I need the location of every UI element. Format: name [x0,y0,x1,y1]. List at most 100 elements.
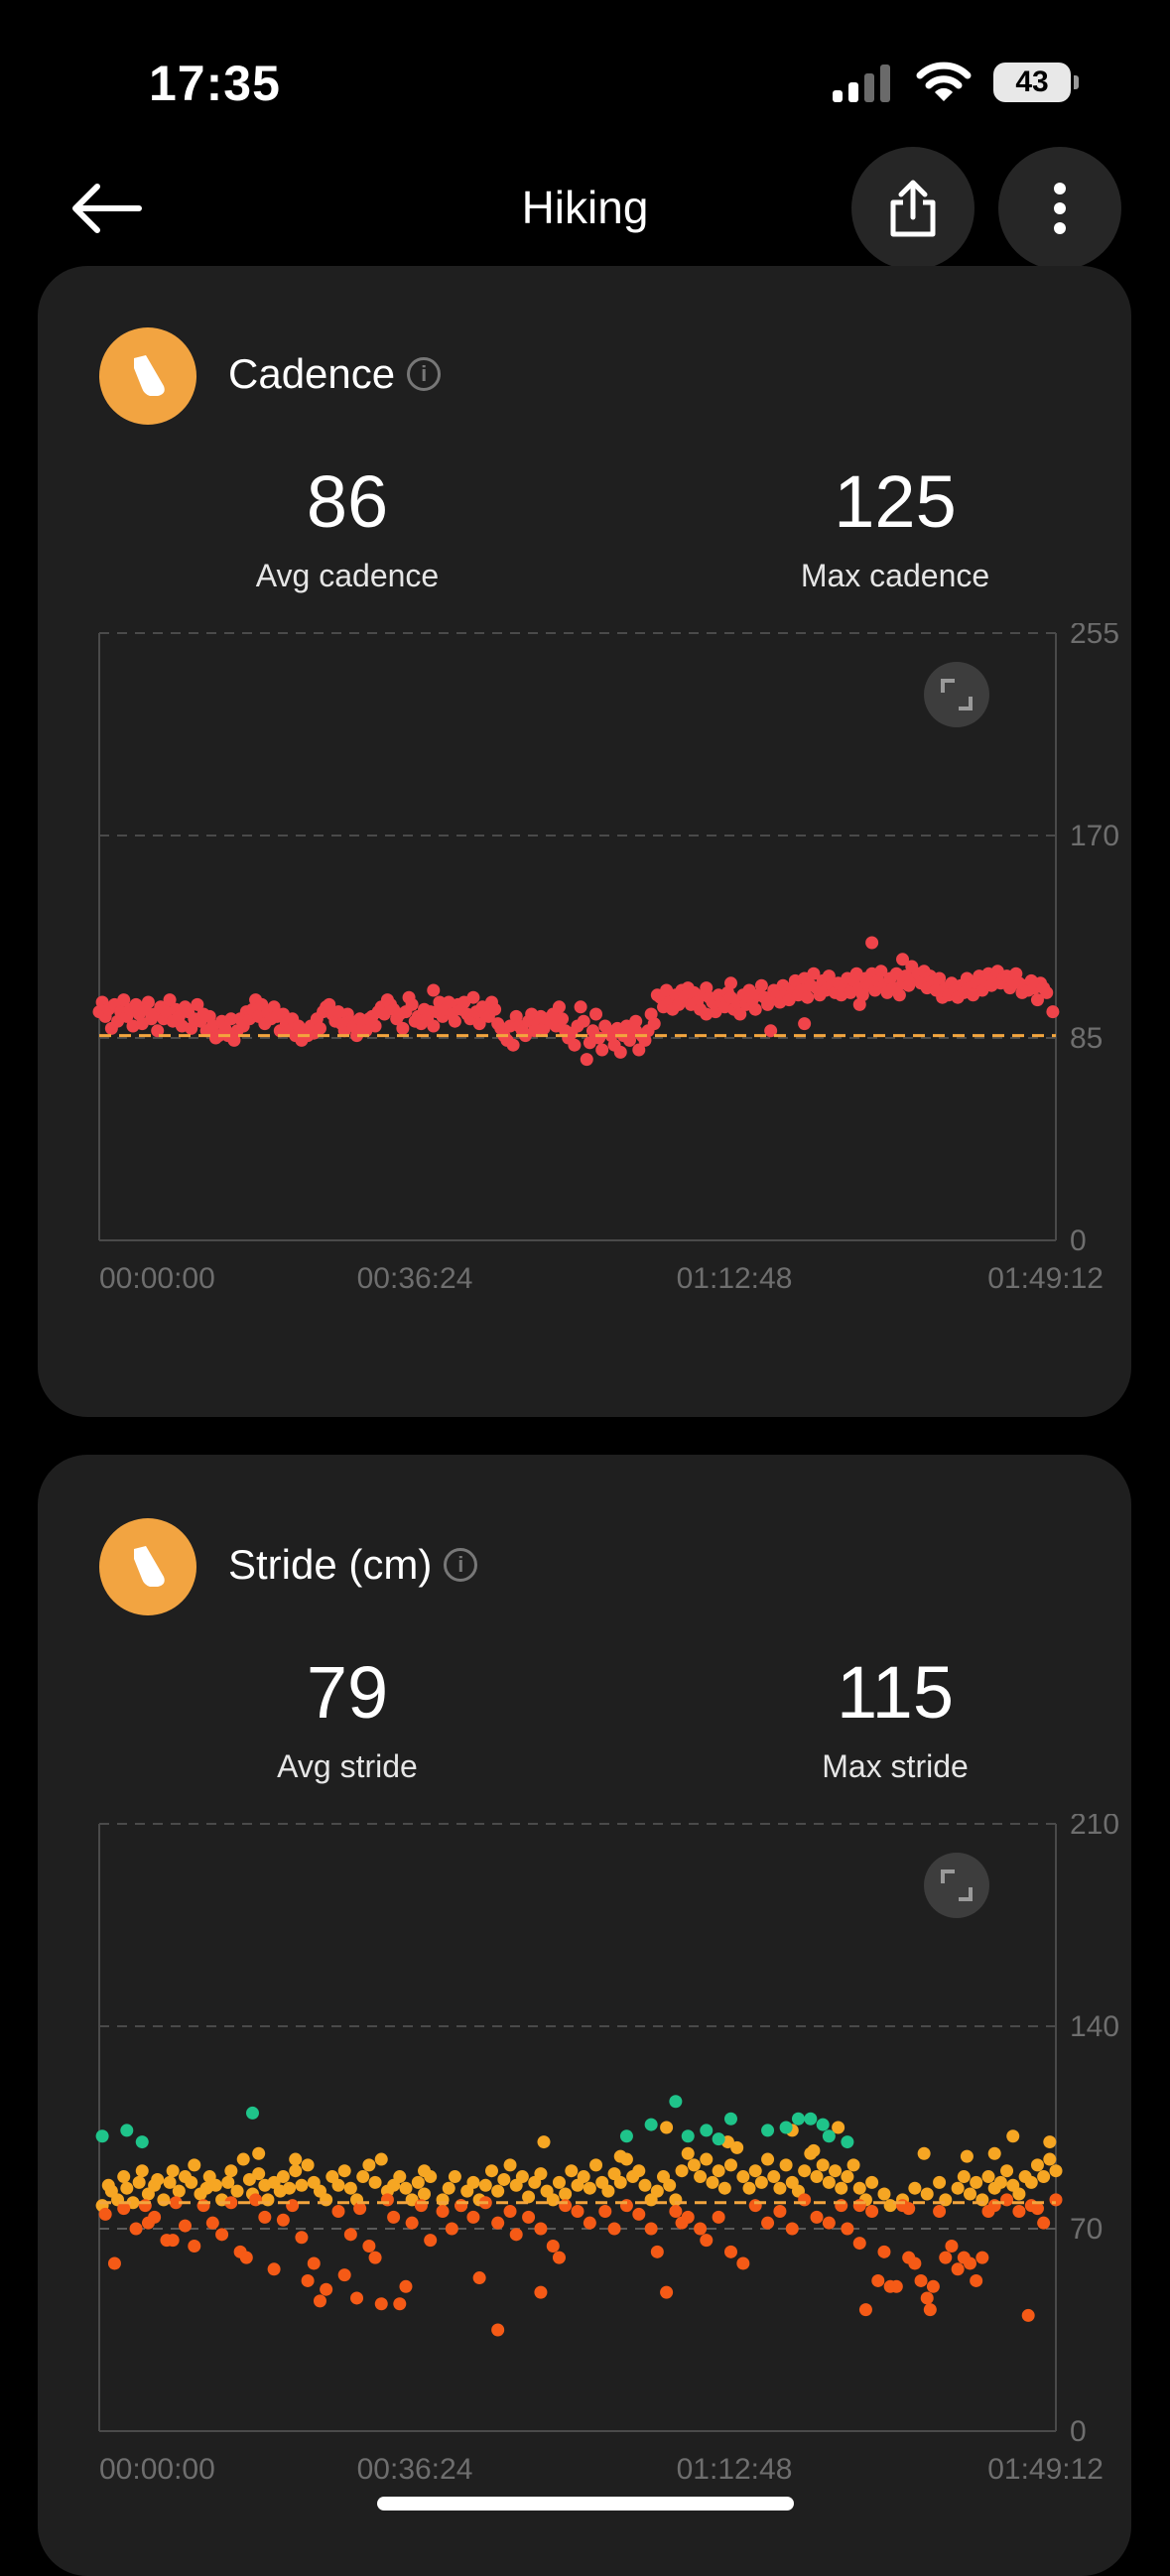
stride-data-point [675,2164,689,2178]
stride-data-point [902,2202,916,2216]
stride-data-point [393,2170,407,2184]
stride-data-point [1000,2193,1014,2207]
stride-data-point [151,2172,165,2186]
status-time: 17:35 [149,56,281,111]
stride-data-point [405,2216,419,2230]
stride-data-point [748,2199,762,2213]
stride-data-point [1043,2152,1057,2166]
cadence-data-point [892,988,906,1002]
stride-data-point [669,2205,683,2219]
cadence-data-point [141,995,155,1009]
stride-data-point [1043,2135,1057,2149]
stride-data-point [362,2239,376,2253]
stride-data-point [761,2124,775,2137]
cadence-data-point [748,1002,762,1016]
stride-data-point [208,2178,222,2192]
stride-data-point [537,2135,551,2149]
stride-data-point [98,2207,112,2221]
stride-data-point [920,2187,934,2201]
stride-data-point [858,2303,872,2317]
cadence-data-point [1040,985,1054,999]
stride-data-point [816,2158,830,2172]
stride-data-point [865,2175,879,2189]
stride-data-point [1021,2308,1035,2322]
stride-data-point [822,2129,836,2143]
cadence-data-point [1030,993,1044,1007]
stride-data-point [374,2152,388,2166]
nav-bar: Hiking [0,139,1170,278]
stride-data-point [1030,2158,1044,2172]
cadence-x-tick-label: 01:49:12 [987,1262,1104,1295]
stride-data-point [424,2234,438,2248]
stride-data-point [552,2175,566,2189]
stride-data-point [933,2175,947,2189]
stride-data-point [583,2216,596,2230]
stride-data-point [970,2175,983,2189]
stride-data-point [939,2251,953,2264]
more-options-button[interactable] [998,147,1121,270]
expand-icon [941,679,973,710]
cadence-data-point [798,1017,812,1031]
info-icon[interactable]: i [444,1548,478,1582]
stride-data-point [700,2124,714,2137]
stride-data-point [981,2170,995,2184]
stride-data-point [249,2193,263,2207]
back-arrow-icon [72,184,142,233]
stride-data-point [559,2199,573,2213]
stride-data-point [135,2164,149,2178]
stride-data-point [785,2222,799,2236]
stride-data-point [126,2196,140,2210]
avg-cadence-stat: 86 Avg cadence [139,459,556,594]
stride-data-point [445,2222,458,2236]
cellular-signal-icon [833,64,890,102]
stride-data-point [546,2239,560,2253]
stride-data-point [221,2175,235,2189]
stride-data-point [239,2251,253,2264]
stride-data-point [660,2121,674,2134]
stride-fullscreen-button[interactable] [924,1853,989,1918]
stride-data-point [736,2256,750,2270]
stride-data-point [301,2158,315,2172]
stride-data-point [871,2273,885,2287]
stride-data-point [313,2294,326,2308]
stride-data-point [522,2190,536,2204]
cadence-data-point [852,997,866,1011]
stride-data-point [166,2164,180,2178]
cadence-x-tick-label: 01:12:48 [677,1262,793,1295]
stride-data-point [807,2143,821,2157]
cadence-card: Cadence i 86 Avg cadence 125 Max cadence… [38,266,1131,1417]
stride-data-point [289,2164,303,2178]
home-indicator[interactable] [377,2497,794,2511]
cadence-fullscreen-button[interactable] [924,662,989,727]
stride-data-point [138,2199,152,2213]
stride-data-point [295,2178,309,2192]
stride-data-point [179,2219,193,2233]
stride-data-point [619,2129,633,2143]
stride-data-point [960,2149,974,2163]
cadence-data-point [1046,1005,1060,1019]
share-button[interactable] [851,147,975,270]
stride-data-point [883,2199,897,2213]
stride-data-point [172,2184,186,2198]
stride-data-point [1049,2164,1063,2178]
stride-data-point [669,2095,683,2109]
stride-data-point [295,2231,309,2245]
stride-data-point [393,2297,407,2311]
max-cadence-label: Max cadence [800,558,990,593]
stride-data-point [466,2175,480,2189]
cadence-data-point [466,990,480,1004]
cadence-data-point [700,1007,714,1021]
stride-data-point [951,2262,965,2276]
stride-title-text: Stride (cm) [228,1541,433,1588]
stride-data-point [362,2158,376,2172]
stride-data-point [188,2158,201,2172]
stride-data-point [534,2222,548,2236]
cadence-title-text: Cadence [228,350,396,397]
cadence-data-point [629,1014,643,1028]
back-button[interactable] [69,179,149,238]
stride-data-point [669,2193,683,2207]
stride-data-point [926,2279,940,2293]
stride-data-point [117,2202,131,2216]
cadence-data-point [488,1002,502,1016]
info-icon[interactable]: i [407,357,442,391]
